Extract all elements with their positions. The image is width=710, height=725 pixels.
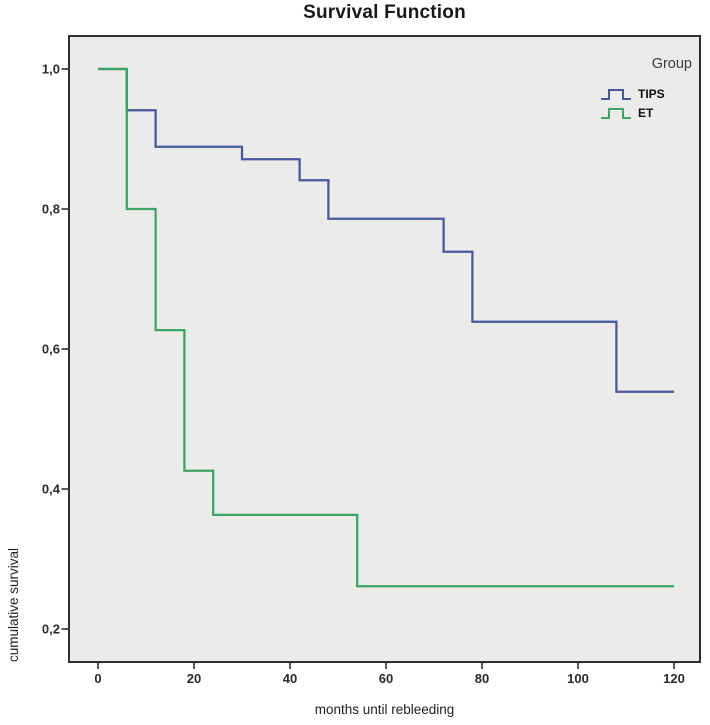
- plot-background: [69, 36, 700, 662]
- tips-survival-curve: [98, 67, 674, 393]
- y-tick-label: 0,6: [41, 341, 60, 357]
- x-tick-label: 20: [186, 671, 202, 686]
- legend-item-tips: TIPS: [600, 84, 692, 103]
- legend-title: Group: [651, 56, 692, 72]
- et-step-icon: [601, 107, 631, 119]
- legend-label-et: ET: [638, 105, 654, 120]
- legend: Group TIPS ET: [600, 56, 692, 122]
- x-tick-label: 40: [282, 671, 298, 686]
- x-tick-label: 120: [663, 671, 685, 686]
- y-axis-label: cumulative survival: [6, 547, 21, 662]
- tips-step-icon: [601, 88, 631, 100]
- et-survival-curve: [98, 67, 674, 588]
- y-tick-label: 0,8: [41, 201, 60, 217]
- y-tick-label: 0,4: [41, 481, 60, 497]
- x-tick-label: 60: [378, 671, 394, 686]
- x-tick-label: 0: [94, 671, 102, 686]
- x-tick-label: 80: [474, 671, 490, 686]
- y-tick-label: 0,2: [41, 621, 60, 637]
- chart-title: Survival Function: [303, 2, 466, 23]
- legend-label-tips: TIPS: [638, 86, 665, 101]
- x-axis-label: months until rebleeding: [314, 702, 455, 717]
- y-tick-label: 1,0: [41, 61, 60, 77]
- x-tick-label: 100: [567, 671, 589, 686]
- legend-item-et: ET: [600, 103, 692, 122]
